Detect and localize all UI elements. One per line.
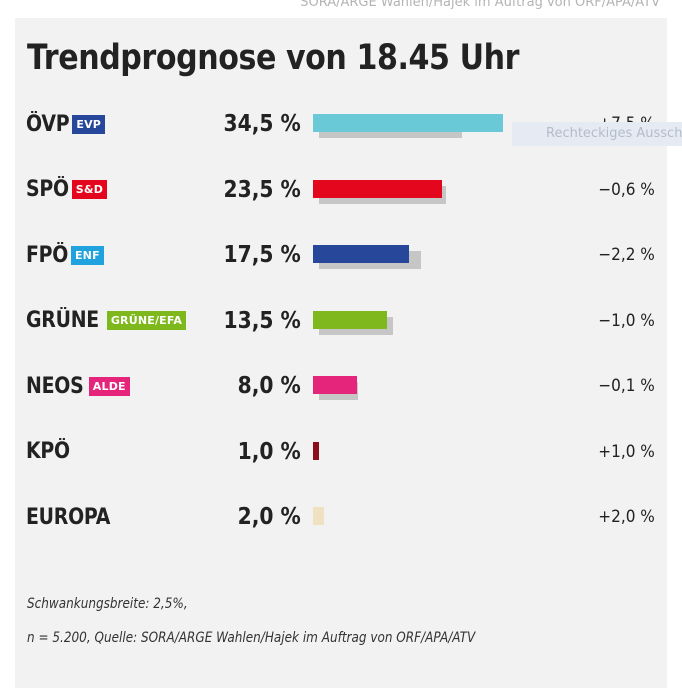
category-label: EUROPA [26,504,111,530]
result-bar [313,507,324,525]
category-label: SPÖ [26,177,69,202]
chart-card: Trendprognose von 18.45 Uhr ÖVP EVP 34,5 %… [15,18,667,688]
change-label: −0,6 % [598,179,655,200]
result-bar [313,245,410,263]
category-label: KPÖ [26,439,70,464]
change-label: +1,0 % [598,441,655,462]
value-label: 1,0 % [237,438,301,465]
chart-row: NEOS ALDE 8,0 % −0,1 % [15,366,667,406]
category-label: GRÜNE [26,308,99,333]
value-label: 23,5 % [223,176,301,203]
eu-group-badge: S&D [71,180,108,199]
chart-row: GRÜNE GRÜNE/EFA 13,5 % −1,0 % [15,301,667,341]
value-label: 17,5 % [223,242,301,268]
party-label: ÖVP EVP [26,104,106,144]
change-label: +2,0 % [598,507,655,527]
change-label: −2,2 % [598,245,655,265]
chart-row: SPÖ S&D 23,5 % −0,6 % [15,170,667,210]
value-label: 34,5 % [223,111,301,137]
chart-row: FPÖ ENF 17,5 % −2,2 % [15,235,667,275]
party-label: GRÜNE GRÜNE/EFA [26,301,187,341]
chart-row: EUROPA 2,0 % +2,0 % [15,497,667,537]
party-label: FPÖ ENF [26,235,104,275]
value-label: 8,0 % [237,373,301,399]
selection-tooltip: Rechteckiges Ausschnitt [512,122,682,146]
category-label: FPÖ [26,242,69,268]
chart-row: KPÖ 1,0 % +1,0 % [15,432,667,472]
chart-title: Trendprognose von 18.45 Uhr [27,38,520,78]
party-label: KPÖ [26,432,77,472]
result-bar [313,179,443,198]
category-label: ÖVP [26,111,70,137]
footnote-margin: Schwankungsbreite: 2,5%, [27,596,188,612]
party-label: SPÖ S&D [26,170,108,210]
value-label: 13,5 % [223,307,301,334]
result-bar [313,441,319,460]
category-label: NEOS [26,373,84,399]
source-credit-top: SORA/ARGE Wahlen/Hajek im Auftrag von OR… [300,0,660,10]
result-bar [313,114,503,132]
eu-group-badge: ENF [70,245,104,265]
change-label: −0,1 % [598,376,655,396]
value-label: 2,0 % [237,504,301,530]
eu-group-badge: EVP [72,114,106,134]
result-bar [313,310,388,329]
change-label: −1,0 % [598,310,655,331]
footnote-source: n = 5.200, Quelle: SORA/ARGE Wahlen/Haje… [27,630,476,646]
eu-group-badge: ALDE [88,376,130,396]
party-label: NEOS ALDE [26,366,130,406]
result-bar [313,376,357,394]
eu-group-badge: GRÜNE/EFA [106,311,187,330]
party-label: EUROPA [26,497,124,537]
